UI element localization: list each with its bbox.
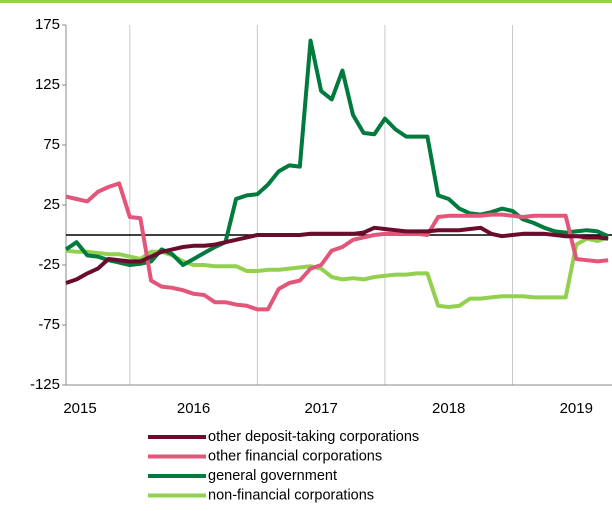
legend-label: other financial corporations: [208, 448, 382, 464]
series-line: [65, 181, 609, 312]
x-tick-label: 2019: [560, 400, 593, 417]
y-tick-label: 175: [35, 16, 60, 33]
y-tick-label: -75: [38, 316, 60, 333]
y-tick-label: -125: [30, 376, 60, 393]
y-tick-label: -25: [38, 256, 60, 273]
y-tick-label: 125: [35, 76, 60, 93]
legend-label: general government: [208, 468, 337, 484]
legend-label: other deposit-taking corporations: [208, 429, 419, 445]
y-tick-label: 25: [43, 196, 60, 213]
x-tick-label: 2018: [432, 400, 465, 417]
legend-label: non-financial corporations: [208, 487, 374, 503]
series-line: [65, 235, 609, 309]
x-tick-label: 2017: [304, 400, 337, 417]
top-strip: [0, 0, 612, 3]
series-line: [65, 225, 609, 285]
x-tick-label: 2016: [177, 400, 210, 417]
series-line: [64, 38, 609, 267]
y-tick-label: 75: [43, 136, 60, 153]
x-tick-label: 2015: [63, 400, 96, 417]
